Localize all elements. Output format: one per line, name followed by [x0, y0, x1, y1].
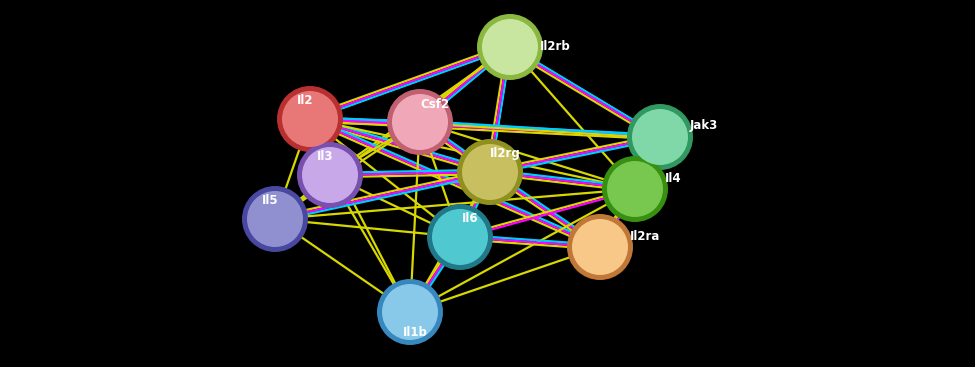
Circle shape: [457, 139, 523, 205]
Circle shape: [242, 186, 308, 252]
Text: Il2rb: Il2rb: [540, 40, 570, 54]
Text: Il2ra: Il2ra: [630, 230, 660, 243]
Circle shape: [567, 214, 633, 280]
Circle shape: [277, 86, 343, 152]
Circle shape: [632, 109, 688, 165]
Circle shape: [462, 144, 518, 200]
Text: Il2rg: Il2rg: [489, 148, 521, 160]
Text: Il6: Il6: [462, 212, 479, 225]
Circle shape: [382, 284, 438, 340]
Text: Jak3: Jak3: [690, 119, 719, 131]
Circle shape: [392, 94, 448, 150]
Circle shape: [602, 156, 668, 222]
Circle shape: [387, 89, 453, 155]
Circle shape: [302, 147, 358, 203]
Circle shape: [297, 142, 363, 208]
Circle shape: [627, 104, 693, 170]
Text: Il2: Il2: [296, 94, 313, 108]
Circle shape: [247, 191, 303, 247]
Text: Csf2: Csf2: [420, 98, 449, 110]
Circle shape: [572, 219, 628, 275]
Text: Il5: Il5: [261, 195, 278, 207]
Circle shape: [607, 161, 663, 217]
Circle shape: [282, 91, 338, 147]
Circle shape: [477, 14, 543, 80]
Text: Il1b: Il1b: [403, 326, 427, 338]
Text: Il3: Il3: [317, 150, 333, 164]
Circle shape: [432, 209, 488, 265]
Circle shape: [427, 204, 493, 270]
Text: Il4: Il4: [665, 172, 682, 185]
Circle shape: [482, 19, 538, 75]
Circle shape: [377, 279, 443, 345]
